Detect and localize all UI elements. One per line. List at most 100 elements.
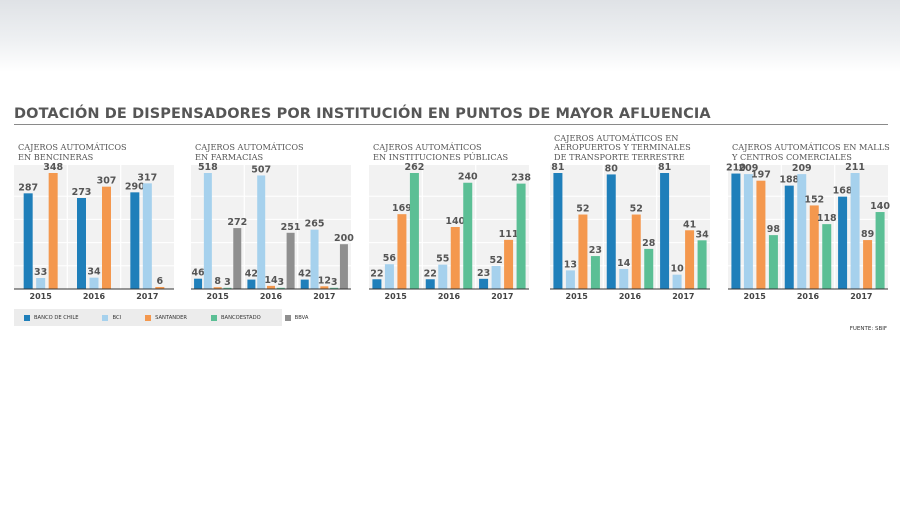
bar-santander-2016 [267,285,275,289]
panel-title: CAJEROS AUTOMÁTICOS EN BENCINERAS [18,142,127,162]
bar-bancoestado-2015 [409,173,419,289]
panel-title: CAJEROS AUTOMÁTICOS EN MALLS Y CENTROS C… [732,142,890,162]
bar-santander-2016 [450,227,460,289]
data-label: 52 [576,204,589,215]
data-label: 209 [792,163,812,174]
data-label: 55 [436,254,449,265]
chart-panel-malls: CAJEROS AUTOMÁTICOS EN MALLS Y CENTROS C… [726,133,890,305]
data-label: 518 [198,162,218,173]
data-label: 23 [589,245,602,256]
legend-swatch [102,314,109,321]
data-label: 6 [157,276,164,287]
data-label: 3 [277,277,284,288]
bar-bci-2017 [142,183,152,289]
x-tick-label: 2016 [619,292,642,301]
legend-item-bancoestado: BANCOESTADO [211,314,261,321]
x-tick-label: 2017 [672,292,694,301]
x-tick-label: 2016 [438,292,461,301]
data-label: 34 [695,229,709,240]
bar-bci-2016 [619,268,629,289]
data-label: 12 [318,275,331,286]
bar-santander-2017 [504,239,514,289]
x-tick-label: 2016 [797,292,820,301]
bar-banco-de-chile-2017 [660,173,670,289]
bar-banco-de-chile-2017 [479,278,489,289]
data-label: 22 [424,268,437,279]
plot-background [191,165,351,289]
legend-label: SANTANDER [155,314,187,321]
data-label: 10 [670,264,684,275]
x-tick-label: 2017 [313,292,335,301]
bar-bci-2017 [672,274,682,289]
data-label: 188 [779,175,799,186]
data-label: 42 [245,269,258,280]
bar-santander-2017 [863,240,873,289]
data-label: 56 [383,253,397,264]
bar-bancoestado-2016 [276,287,285,289]
x-tick-label: 2015 [207,292,230,301]
bar-bancoestado-2017 [330,287,339,289]
bar-bancoestado-2017 [697,240,707,289]
bar-banco-de-chile-2016 [784,185,794,289]
bar-santander-2015 [578,214,588,289]
bar-banco-de-chile-2015 [194,278,203,289]
data-label: 209 [738,163,758,174]
bar-banco-de-chile-2017 [130,192,140,289]
data-label: 22 [370,268,383,279]
x-tick-label: 2017 [850,292,872,301]
bar-banco-de-chile-2016 [77,198,86,289]
data-label: 265 [305,219,325,230]
chart-panel-aeropuertos: CAJEROS AUTOMÁTICOS EN AEROPUERTOS Y TER… [550,133,710,305]
legend-item-bbva: BBVA [284,314,308,321]
bar-banco-de-chile-2015 [23,193,33,289]
bar-banco-de-chile-2015 [553,173,563,289]
data-label: 273 [72,187,92,198]
data-label: 348 [43,162,63,173]
bar-banco-de-chile-2016 [247,279,256,289]
data-label: 140 [445,216,465,227]
bar-chart-instituciones-publicas: 2256169262201522551402402016235211123820… [369,162,531,301]
source-note: FUENTE: SBIF [849,326,887,332]
bar-bancoestado-2016 [463,182,473,289]
bar-bancoestado-2017 [516,183,526,289]
x-tick-label: 2016 [260,292,283,301]
data-label: 13 [564,259,577,270]
data-label: 290 [125,181,145,192]
bar-santander-2015 [397,214,407,289]
bar-bci-2015 [203,173,212,289]
data-label: 14 [617,258,631,269]
legend-swatch [211,314,217,321]
bar-bbva-2016 [286,232,295,289]
bar-banco-de-chile-2016 [606,174,616,289]
title-divider [14,124,888,125]
bar-santander-2015 [48,173,58,289]
bar-bci-2017 [491,265,501,289]
x-tick-label: 2015 [30,292,53,301]
header-band [0,0,900,72]
bar-bancoestado-2015 [768,235,778,289]
data-label: 33 [34,267,47,278]
x-tick-label: 2017 [491,292,513,301]
bar-bci-2016 [438,264,448,289]
data-label: 200 [334,233,354,244]
data-label: 317 [137,172,157,183]
bar-chart-malls: 2102091979820151882091521182016168211891… [726,162,890,301]
x-tick-label: 2015 [744,292,767,301]
bar-santander-2016 [809,205,819,289]
data-label: 211 [845,162,865,173]
chart-panel-farmacias: CAJEROS AUTOMÁTICOS EN FARMACIAS 46 518 8 3… [191,133,354,305]
bar-banco-de-chile-2017 [300,279,309,289]
chart-panel-bencineras: CAJEROS AUTOMÁTICOS EN BENCINERAS 287 33 3… [14,133,174,305]
data-label: 210 [726,163,746,174]
data-label: 152 [804,194,824,205]
legend-swatch [284,314,291,321]
data-label: 23 [477,268,490,279]
bar-bci-2017 [310,229,319,289]
data-label: 80 [605,163,619,174]
bar-bci-2016 [797,174,807,289]
data-label: 3 [224,277,231,288]
data-label: 3 [331,277,338,288]
bar-santander-2016 [631,214,641,289]
data-label: 81 [551,162,564,173]
plot-background [369,165,529,289]
